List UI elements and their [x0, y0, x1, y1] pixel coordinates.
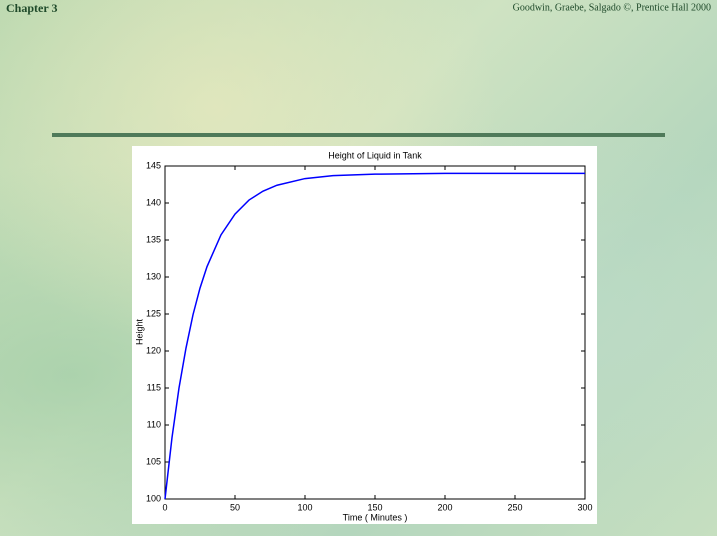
y-tick-label: 115 — [147, 382, 161, 392]
chart-title: Height of Liquid in Tank — [328, 150, 422, 160]
x-tick-label: 50 — [230, 502, 240, 512]
y-axis-label: Height — [134, 318, 144, 345]
x-tick-label: 250 — [507, 502, 522, 512]
y-tick-label: 100 — [146, 493, 161, 503]
y-tick-label: 105 — [146, 456, 161, 466]
divider — [52, 133, 665, 137]
y-tick-label: 130 — [146, 271, 161, 281]
chapter-label: Chapter 3 — [6, 1, 57, 15]
y-tick-label: 110 — [147, 419, 161, 429]
y-tick-label: 120 — [146, 345, 161, 355]
x-tick-label: 200 — [437, 502, 452, 512]
x-tick-label: 0 — [162, 502, 167, 512]
y-tick-label: 145 — [146, 160, 161, 170]
credit: Goodwin, Graebe, Salgado ©, Prentice Hal… — [513, 2, 711, 13]
y-tick-label: 140 — [146, 197, 161, 207]
x-tick-label: 150 — [367, 502, 382, 512]
y-tick-label: 125 — [146, 308, 161, 318]
data-line — [164, 172, 585, 500]
x-tick-label: 300 — [577, 502, 592, 512]
chart-panel — [132, 146, 597, 524]
y-tick-label: 135 — [146, 234, 161, 244]
x-axis-label: Time ( Minutes ) — [343, 512, 408, 522]
x-tick-label: 100 — [297, 502, 312, 512]
